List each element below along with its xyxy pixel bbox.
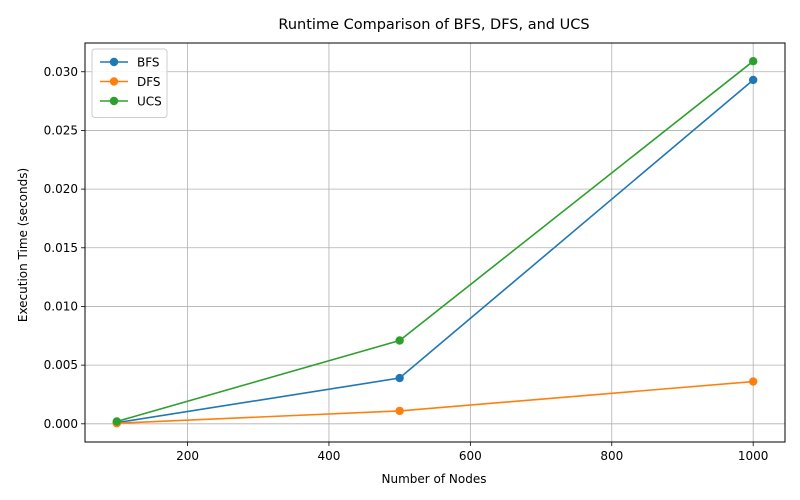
y-tick-label: 0.010: [44, 299, 78, 313]
data-point-ucs: [395, 336, 404, 345]
x-tick-label: 600: [459, 449, 482, 463]
series-layer: [112, 56, 758, 428]
data-point-dfs: [395, 406, 404, 416]
y-tick-label: 0.025: [44, 123, 78, 137]
y-tick-label: 0.000: [44, 417, 78, 431]
legend-label: BFS: [137, 56, 160, 70]
data-point-bfs: [395, 373, 404, 383]
legend: BFS DFS UCS: [91, 48, 168, 118]
plot-frame: [84, 42, 786, 443]
x-axis: 200 400 600 800 1000: [176, 442, 768, 463]
y-tick-label: 0.020: [44, 182, 78, 196]
x-axis-label: Number of Nodes: [382, 472, 487, 486]
grid: [85, 43, 785, 442]
chart-title: Runtime Comparison of BFS, DFS, and UCS: [278, 17, 589, 33]
y-axis: 0.000 0.005 0.010 0.015 0.020 0.025 0.030: [44, 65, 85, 431]
legend-marker: [109, 57, 119, 67]
legend-item-bfs: BFS: [100, 56, 160, 70]
series-ucs: [112, 56, 758, 426]
data-point-ucs: [748, 56, 758, 66]
legend-item-dfs: DFS: [100, 75, 161, 89]
data-point-bfs: [748, 75, 758, 85]
x-tick-label: 1000: [738, 449, 769, 463]
legend-marker: [109, 96, 119, 106]
data-point-dfs: [748, 377, 758, 386]
legend-item-ucs: UCS: [100, 95, 162, 109]
x-tick-label: 400: [317, 449, 340, 463]
y-tick-label: 0.030: [44, 65, 78, 79]
data-point-ucs: [112, 417, 122, 426]
legend-label: UCS: [137, 95, 162, 109]
y-axis-label: Execution Time (seconds): [16, 168, 30, 322]
x-tick-label: 800: [600, 449, 623, 463]
y-tick-label: 0.005: [44, 358, 78, 372]
legend-label: DFS: [137, 75, 161, 89]
x-tick-label: 200: [176, 449, 199, 463]
y-tick-label: 0.015: [44, 241, 78, 255]
legend-marker: [109, 77, 119, 86]
